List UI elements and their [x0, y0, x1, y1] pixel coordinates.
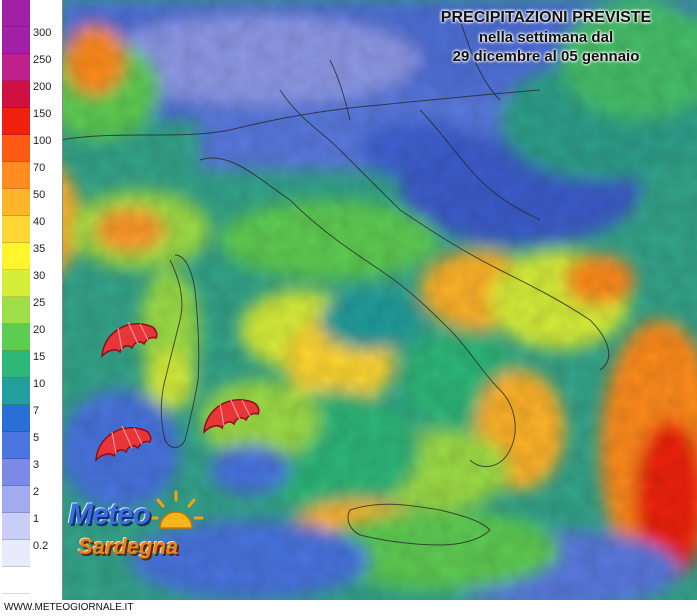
legend-label: 25: [33, 297, 46, 309]
legend-entry-0-2: 0.2: [0, 540, 62, 567]
title-line-2: nella settimana dal: [478, 29, 614, 46]
legend-swatch: [2, 567, 30, 594]
legend-entry-25: 25: [0, 297, 62, 324]
legend-label: 5: [33, 432, 40, 444]
legend-entry-10: 10: [0, 378, 62, 405]
umbrella-icon: [203, 397, 260, 434]
legend-swatch: [2, 135, 30, 162]
legend-label: 40: [33, 216, 46, 228]
legend-swatch: [2, 270, 30, 297]
legend-swatch: [2, 216, 30, 243]
legend-entry-3: 3: [0, 459, 62, 486]
legend-label: 15: [33, 351, 46, 363]
legend-entry-300: 300: [0, 27, 62, 54]
precipitation-legend: 300 250 200 150 100 70 50 40: [0, 0, 63, 600]
title-line-1: PRECIPITAZIONI PREVISTE: [440, 9, 652, 26]
sun-icon: [148, 490, 204, 529]
legend-label: 7: [33, 405, 40, 417]
logo-text-sardegna: Sardegna: [78, 534, 179, 559]
legend-entry-35: 35: [0, 243, 62, 270]
legend-label: 30: [33, 270, 46, 282]
legend-label: 10: [33, 378, 46, 390]
legend-entry-250: 250: [0, 54, 62, 81]
legend-entry-20: 20: [0, 324, 62, 351]
logo-text-meteo: Meteo: [68, 498, 151, 531]
title-line-3: 29 dicembre al 05 gennaio: [452, 48, 640, 65]
legend-swatch: [2, 297, 30, 324]
legend-entry-1: 1: [0, 513, 62, 540]
legend-entry-top: [0, 0, 62, 27]
legend-label: [33, 567, 62, 594]
legend-entry-150: 150: [0, 108, 62, 135]
legend-label: 70: [33, 162, 46, 174]
legend-entry-30: 30: [0, 270, 62, 297]
legend-label: 150: [33, 108, 52, 120]
legend-swatch: [2, 108, 30, 135]
legend-label: 0.2: [33, 540, 49, 552]
legend-entry-70: 70: [0, 162, 62, 189]
legend-swatch: [2, 486, 30, 513]
legend-swatch: [2, 378, 30, 405]
legend-label: 300: [33, 27, 52, 39]
umbrella-icon: [95, 425, 152, 462]
legend-swatch: [2, 432, 30, 459]
legend-entry-40: 40: [0, 216, 62, 243]
legend-label: 250: [33, 54, 52, 66]
legend-label: 1: [33, 513, 40, 525]
legend-label: 35: [33, 243, 46, 255]
legend-swatch: [2, 81, 30, 108]
legend-entry-15: 15: [0, 351, 62, 378]
legend-swatch: [2, 243, 30, 270]
website-link[interactable]: WWW.METEOGIORNALE.IT: [4, 602, 134, 613]
legend-label: 3: [33, 459, 40, 471]
legend-swatch: [2, 162, 30, 189]
legend-swatch: [2, 351, 30, 378]
legend-swatch: [2, 54, 30, 81]
map-title: PRECIPITAZIONI PREVISTE nella settimana …: [415, 8, 677, 66]
legend-entry-0: [0, 567, 62, 594]
legend-entry-200: 200: [0, 81, 62, 108]
legend-entry-5: 5: [0, 432, 62, 459]
legend-entry-100: 100: [0, 135, 62, 162]
footer-bar: WWW.METEOGIORNALE.IT: [0, 600, 697, 616]
legend-entry-2: 2: [0, 486, 62, 513]
legend-label: 100: [33, 135, 52, 147]
legend-swatch: [2, 0, 30, 27]
legend-label: 2: [33, 486, 40, 498]
legend-swatch: [2, 189, 30, 216]
legend-swatch: [2, 459, 30, 486]
legend-label: 200: [33, 81, 52, 93]
legend-swatch: [2, 540, 30, 567]
meteo-sardegna-logo: Meteo Sardegna: [64, 490, 214, 570]
legend-swatch: [2, 324, 30, 351]
legend-swatch: [2, 513, 30, 540]
umbrella-icon: [101, 321, 158, 358]
legend-swatch: [2, 27, 30, 54]
legend-label: 20: [33, 324, 46, 336]
legend-entry-7: 7: [0, 405, 62, 432]
legend-entry-50: 50: [0, 189, 62, 216]
legend-swatch: [2, 405, 30, 432]
legend-label: 50: [33, 189, 46, 201]
